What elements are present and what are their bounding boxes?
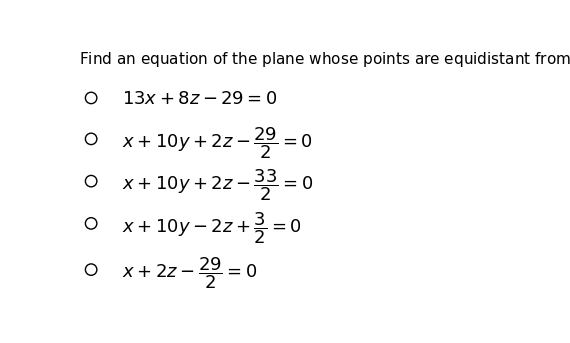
Text: $x + 2z - \dfrac{29}{2} = 0$: $x + 2z - \dfrac{29}{2} = 0$ [122, 256, 257, 292]
Text: $13x + 8z - 29 = 0$: $13x + 8z - 29 = 0$ [122, 90, 278, 108]
Text: Find an equation of the plane whose points are equidistant from $(6, -5, 3)$ and: Find an equation of the plane whose poin… [79, 50, 570, 69]
Text: $x + 10y + 2z - \dfrac{33}{2} = 0$: $x + 10y + 2z - \dfrac{33}{2} = 0$ [122, 167, 314, 203]
Text: $x + 10y - 2z + \dfrac{3}{2} = 0$: $x + 10y - 2z + \dfrac{3}{2} = 0$ [122, 210, 302, 246]
Text: $x + 10y + 2z - \dfrac{29}{2} = 0$: $x + 10y + 2z - \dfrac{29}{2} = 0$ [122, 125, 313, 161]
